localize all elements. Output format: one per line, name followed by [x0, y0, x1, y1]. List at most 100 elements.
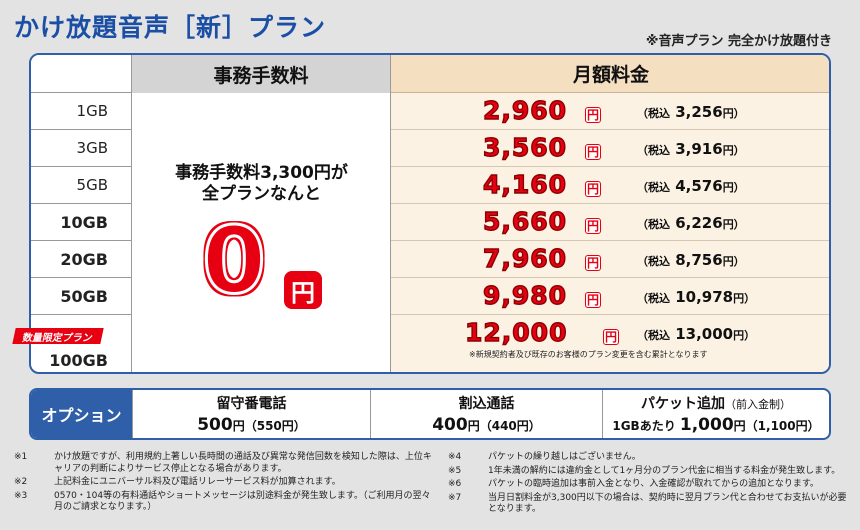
price-value: 4,160 [482, 169, 568, 199]
footnote: ※7 当月日割料金が3,300円以下の場合は、契約時に翌月プラン代と合わせてお支払… [448, 493, 848, 516]
price-value: 12,000 [464, 317, 568, 347]
price-row: 4,160 円 （税込 4,576円） [391, 167, 829, 204]
option-name: 留守番電話 [216, 396, 287, 412]
price-row: 5,660 円 （税込 6,226円） [391, 204, 829, 241]
plan-table: 事務手数料 月額料金 1GB 3GB 5GB 10GB 20GB 50GB 10… [29, 53, 831, 374]
tax-prefix: （税込 [637, 292, 670, 305]
tax-value: 13,000 [675, 325, 734, 343]
price-row: 3,560 円 （税込 3,916円） [391, 130, 829, 167]
gb-row-5: 5GB [31, 167, 132, 204]
fee-zero: 0 [200, 207, 267, 314]
tax-prefix: （税込 [637, 181, 670, 194]
tax-value: 8,756 [675, 251, 723, 269]
fee-column: 事務手数料3,300円が 全プランなんと 0 円 [132, 93, 391, 372]
tax-value: 4,576 [675, 177, 723, 195]
option-call-waiting: 割込通話 400円（440円） [370, 390, 602, 438]
option-price-suffix: 円（1,100円） [733, 419, 820, 433]
limited-plan-badge: 数量限定プラン [12, 328, 104, 344]
footnote: ※6 パケットの臨時追加は事前入金となり、入金確認が取れてからの追加となります。 [448, 479, 848, 491]
tax-prefix: （税込 [637, 218, 670, 231]
header-fee: 事務手数料 [132, 55, 391, 93]
price-note: ※新規契約者及び既存のお客様のプラン変更を含む累計となります [469, 350, 708, 359]
footnote-number: ※6 [448, 479, 462, 489]
price-tax-included: （税込 6,226円） [637, 214, 745, 232]
tax-suffix: 円） [722, 107, 745, 120]
footnote-text: かけ放題ですが、利用規約上著しい長時間の通話及び異常な発信回数を検知した際は、上… [54, 452, 432, 474]
tax-suffix: 円） [722, 255, 745, 268]
tax-prefix: （税込 [637, 144, 670, 157]
price-value: 3,560 [482, 132, 568, 162]
header-price: 月額料金 [391, 55, 829, 93]
footnote-text: 0570・104等の有料通話やショートメッセージは別途料金が発生致します。（ご利… [54, 490, 431, 513]
option-name: 割込通話 [458, 396, 515, 412]
page-subtitle: ※音声プラン 完全かけ放題付き [645, 34, 832, 49]
footnote-number: ※7 [448, 492, 462, 503]
option-name-extra: （前入金制） [725, 398, 791, 411]
gb-row-10: 10GB [31, 204, 132, 241]
option-price-suffix: 円（440円） [467, 419, 541, 433]
price-column: 2,960 円（税込 3,256円） 3,560 円（税込 3,916円） 4,160 円… [391, 93, 829, 372]
option-voicemail: 留守番電話 500円（550円） [132, 390, 370, 438]
gb-row-20: 20GB [31, 241, 132, 278]
price-value: 9,980 [482, 280, 568, 310]
tax-value: 3,256 [675, 103, 723, 121]
price-value: 5,660 [482, 206, 568, 236]
option-name: パケット追加 [641, 396, 725, 412]
price-tax-included: （税込 13,000円） [637, 325, 755, 343]
limited-plan-badge-label: 数量限定プラン [21, 332, 94, 344]
option-price: 1,000 [679, 415, 734, 435]
tax-prefix: （税込 [637, 255, 670, 268]
tax-suffix: 円） [722, 181, 745, 194]
tax-value: 10,978 [675, 288, 734, 306]
option-packet-add: パケット追加（前入金制） 1GBあたり 1,000円（1,100円） [602, 390, 829, 438]
notes-right: ※4 パケットの繰り越しはございません。 ※5 1年未満の解約には違約金として1ヶ月分… [448, 452, 848, 518]
tax-value: 3,916 [675, 140, 723, 158]
option-price: 500 [197, 415, 233, 435]
option-price-prefix: 1GBあたり [612, 419, 680, 433]
gb-row-100: 100GB [31, 315, 132, 372]
tax-suffix: 円） [733, 292, 756, 305]
footnote-number: ※5 [448, 465, 462, 476]
price-row: 2,960 円 （税込 3,256円） [391, 93, 829, 130]
tax-suffix: 円） [722, 144, 745, 157]
option-price: 400 [432, 415, 468, 435]
price-yen: 円 [585, 107, 602, 123]
footnote-text: 1年未満の解約には違約金として1ヶ月分のプラン代金に相当する料金が発生致します。 [488, 465, 841, 476]
header-blank [31, 55, 132, 93]
footnote: ※3 0570・104等の有料通話やショートメッセージは別途料金が発生致します。（… [14, 491, 434, 514]
price-yen: 円 [585, 255, 602, 271]
page-title: かけ放題音声［新］プラン [14, 13, 327, 42]
price-yen: 円 [585, 144, 602, 160]
option-price-suffix: 円（550円） [232, 419, 306, 433]
footnote-number: ※1 [14, 452, 28, 462]
footnote: ※2 上記料金にユニバーサル料及び電話リレーサービス料が加算されます。 [14, 477, 434, 489]
gb-row-3: 3GB [31, 130, 132, 167]
price-value: 2,960 [482, 95, 568, 125]
tax-suffix: 円） [733, 329, 756, 342]
options-label: オプション [31, 390, 132, 438]
footnote-number: ※4 [448, 452, 462, 462]
fee-text-line1: 事務手数料3,300円が [175, 163, 348, 183]
footnote-text: 上記料金にユニバーサル料及び電話リレーサービス料が加算されます。 [54, 477, 341, 487]
price-row: 9,980 円 （税込 10,978円） [391, 278, 829, 315]
footnote: ※5 1年未満の解約には違約金として1ヶ月分のプラン代金に相当する料金が発生致しま… [448, 466, 848, 478]
fee-description: 事務手数料3,300円が 全プランなんと [132, 163, 391, 205]
price-tax-included: （税込 3,916円） [637, 140, 745, 158]
price-yen: 円 [585, 181, 602, 197]
price-yen: 円 [585, 292, 602, 308]
footnote-number: ※3 [14, 490, 28, 501]
price-yen: 円 [585, 218, 602, 234]
price-yen: 円 [603, 329, 620, 345]
footnote: ※1 かけ放題ですが、利用規約上著しい長時間の通話及び異常な発信回数を検知した際は… [14, 452, 434, 475]
tax-suffix: 円） [722, 218, 745, 231]
price-tax-included: （税込 3,256円） [637, 103, 745, 121]
price-tax-included: （税込 4,576円） [637, 177, 745, 195]
gb-column: 1GB 3GB 5GB 10GB 20GB 50GB 100GB [31, 93, 132, 372]
fee-text-line2: 全プランなんと [202, 184, 321, 204]
footnote-text: 当月日割料金が3,300円以下の場合は、契約時に翌月プラン代と合わせてお支払いが… [488, 492, 847, 515]
footnote-text: パケットの繰り越しはございません。 [488, 452, 641, 462]
price-tax-included: （税込 10,978円） [637, 288, 755, 306]
price-value: 7,960 [482, 243, 568, 273]
tax-prefix: （税込 [637, 329, 670, 342]
options-bar: オプション 留守番電話 500円（550円） 割込通話 400円（440円） パ… [29, 388, 831, 440]
